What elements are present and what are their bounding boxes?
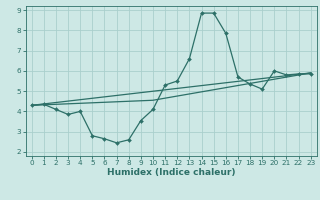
X-axis label: Humidex (Indice chaleur): Humidex (Indice chaleur)	[107, 168, 236, 177]
